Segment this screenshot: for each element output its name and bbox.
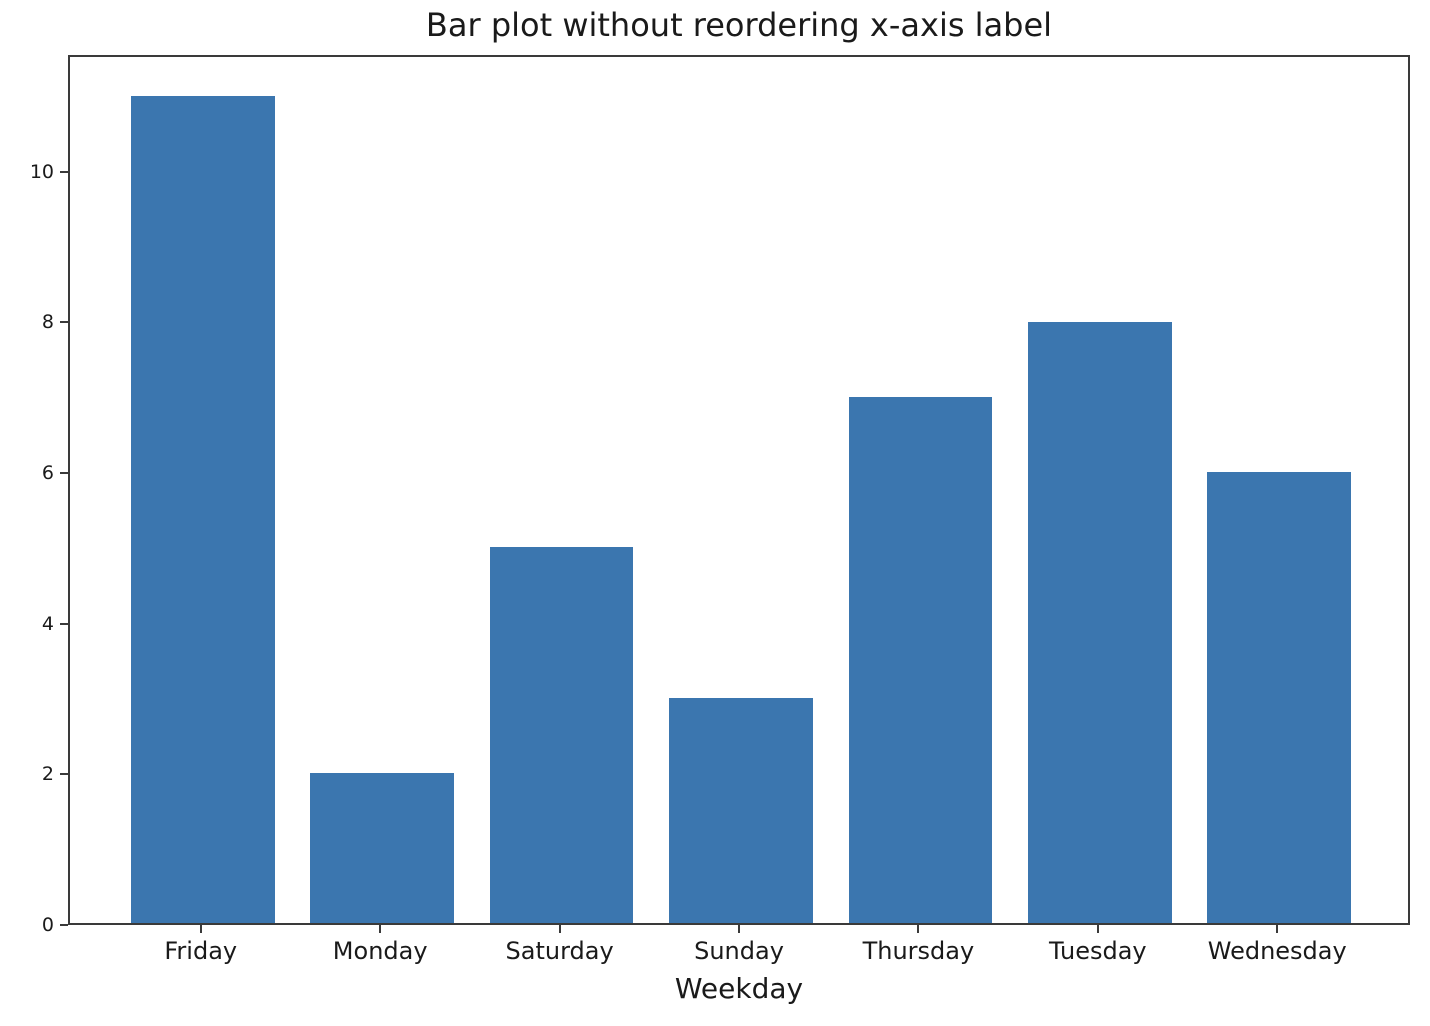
bar-monday [310,772,454,923]
chart-title: Bar plot without reordering x-axis label [425,6,1053,44]
bar-wednesday [1207,472,1351,923]
x-tick-label: Sunday [694,937,784,965]
bar-thursday [848,396,993,923]
y-tick-label: 8 [41,311,54,334]
x-tick-label: Tuesday [1048,937,1147,965]
y-tick-mark [60,321,68,324]
y-tick-label: 2 [41,763,54,786]
x-tick-label: Friday [164,937,238,965]
y-tick-mark [60,622,68,625]
x-tick-mark [917,925,920,933]
x-tick-label: Monday [332,937,428,965]
y-tick-label: 0 [41,914,54,936]
x-tick-mark [738,925,740,933]
y-tick-mark [60,773,68,776]
y-tick-label: 6 [41,462,54,485]
x-tick-mark [1096,925,1099,933]
y-tick-mark [60,170,68,173]
y-tick-mark [60,472,68,475]
x-tick-label: Wednesday [1207,937,1347,965]
y-tick-label: 10 [29,160,54,183]
x-tick-mark [1276,925,1279,933]
bar-saturday [489,547,634,923]
x-tick-mark [199,925,202,933]
x-tick-label: Thursday [862,937,975,965]
bar-friday [131,96,275,923]
bar-sunday [669,697,813,923]
bar-tuesday [1028,321,1172,923]
x-axis-label: Weekday [674,972,804,1005]
x-tick-mark [558,925,561,933]
y-tick-mark [60,924,68,926]
x-tick-label: Saturday [505,937,614,965]
y-tick-label: 4 [41,612,54,635]
x-tick-mark [379,925,382,933]
plot-area [68,55,1410,925]
